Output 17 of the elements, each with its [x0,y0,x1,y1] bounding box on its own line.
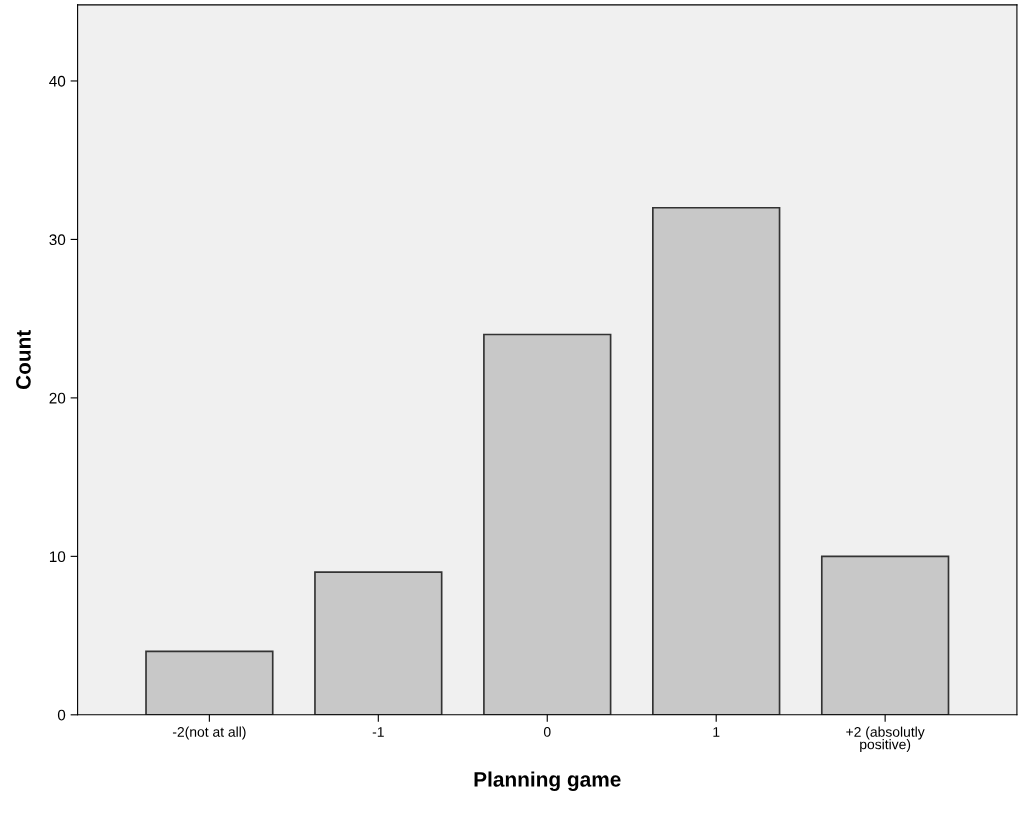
y-tick-label: 40 [49,75,66,87]
y-tick-label: 30 [49,234,66,246]
x-tick-label: +2 (absolutly positive) [846,726,925,753]
x-tick-label: 0 [543,726,551,737]
bar [145,650,274,715]
bar [820,555,950,715]
y-axis-title: Count [16,330,31,390]
x-axis-title: Planning game [474,771,621,791]
bar [314,571,443,715]
x-tick-label: -2(not at all) [172,726,246,740]
y-tick-label: 0 [57,709,66,721]
y-tick-label: 20 [49,392,66,404]
x-tick-label: -1 [372,727,384,737]
y-tick-label: 10 [49,551,66,563]
x-tick-label: 1 [713,727,720,737]
bar [652,206,781,715]
bar [483,333,612,715]
